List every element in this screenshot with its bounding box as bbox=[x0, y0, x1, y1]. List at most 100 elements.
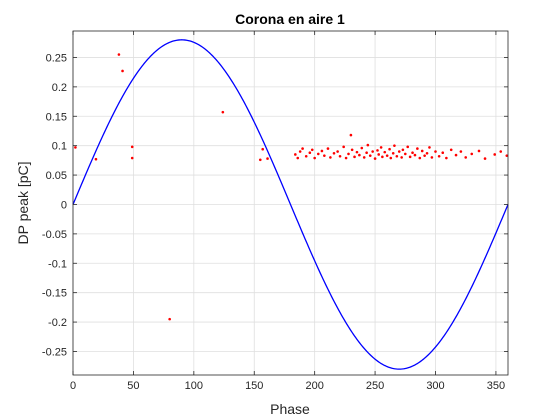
scatter-point bbox=[301, 147, 304, 150]
y-tick-label: 0.1 bbox=[52, 141, 67, 153]
scatter-point bbox=[332, 152, 336, 155]
scatter-point bbox=[441, 151, 445, 155]
y-tick-label: 0.25 bbox=[46, 52, 67, 64]
scatter-point bbox=[117, 53, 121, 56]
scatter-point bbox=[329, 156, 332, 159]
scatter-point bbox=[388, 147, 391, 151]
scatter-point bbox=[373, 157, 377, 160]
x-tick-label: 100 bbox=[185, 380, 203, 392]
scatter-point bbox=[323, 154, 326, 157]
scatter-point bbox=[400, 156, 403, 159]
scatter-point bbox=[74, 146, 77, 149]
scatter-point bbox=[362, 156, 366, 159]
scatter-point bbox=[395, 154, 399, 158]
plot-frame bbox=[72, 30, 509, 376]
scatter-point bbox=[437, 154, 441, 158]
scatter-point bbox=[294, 153, 297, 156]
x-tick-label: 200 bbox=[305, 380, 323, 392]
scatter-point bbox=[368, 154, 372, 157]
scatter-layer bbox=[74, 53, 509, 321]
scatter-point bbox=[428, 146, 431, 149]
scatter-point bbox=[420, 149, 424, 153]
scatter-point bbox=[313, 156, 316, 160]
scatter-point bbox=[403, 152, 407, 156]
chart-title: Corona en aire 1 bbox=[235, 11, 345, 27]
scatter-point bbox=[377, 153, 381, 156]
scatter-point bbox=[258, 158, 262, 162]
y-tick-label: 0.15 bbox=[46, 111, 67, 123]
scatter-point bbox=[393, 144, 396, 147]
scatter-point bbox=[483, 157, 487, 160]
scatter-point bbox=[408, 155, 412, 159]
y-tick-label: -0.15 bbox=[42, 288, 67, 300]
scatter-point bbox=[389, 156, 393, 160]
y-tick-label: -0.25 bbox=[42, 346, 67, 358]
y-tick-label: 0.05 bbox=[46, 170, 67, 182]
scatter-point bbox=[308, 151, 312, 155]
y-tick-label: 0.2 bbox=[52, 82, 67, 94]
x-tick-label: 150 bbox=[245, 380, 263, 392]
scatter-point bbox=[493, 153, 497, 156]
grid bbox=[72, 31, 508, 375]
scatter-point bbox=[464, 156, 468, 159]
y-tick-label: 0 bbox=[61, 199, 67, 211]
scatter-point bbox=[298, 150, 302, 153]
scatter-point bbox=[430, 156, 434, 159]
scatter-point bbox=[316, 152, 320, 156]
y-axis-label: DP peak [pC] bbox=[15, 161, 31, 244]
x-tick-label: 250 bbox=[366, 380, 384, 392]
scatter-point bbox=[344, 156, 348, 160]
scatter-point bbox=[168, 317, 171, 321]
scatter-point bbox=[349, 133, 353, 137]
scatter-point bbox=[266, 157, 269, 160]
scatter-point bbox=[365, 151, 368, 155]
scatter-point bbox=[499, 150, 503, 153]
scatter-point bbox=[353, 155, 356, 159]
scatter-point bbox=[413, 153, 417, 157]
scatter-point bbox=[338, 154, 342, 158]
scatter-point bbox=[296, 156, 300, 160]
scatter-point bbox=[406, 145, 410, 149]
scatter-point bbox=[336, 150, 339, 153]
scatter-point bbox=[320, 149, 324, 153]
scatter-point bbox=[401, 148, 405, 152]
reference-sine-line bbox=[72, 39, 509, 370]
scatter-point bbox=[366, 143, 370, 147]
scatter-point bbox=[434, 150, 437, 153]
scatter-point bbox=[326, 147, 330, 150]
scatter-point bbox=[121, 69, 124, 73]
scatter-point bbox=[381, 155, 384, 159]
scatter-point bbox=[397, 150, 401, 153]
scatter-point bbox=[445, 156, 448, 160]
scatter-point bbox=[423, 154, 426, 157]
scatter-point bbox=[470, 152, 474, 156]
x-tick-label: 0 bbox=[70, 380, 76, 392]
scatter-point bbox=[425, 152, 429, 155]
reference-curve-layer bbox=[72, 39, 509, 370]
y-tick-labels: -0.25 -0.2 -0.15 -0.1 -0.05 0 0.05 0.1 0.15 0.2 0.… bbox=[42, 52, 67, 358]
scatter-point bbox=[310, 148, 314, 152]
scatter-point bbox=[342, 145, 345, 149]
y-tick-label: -0.1 bbox=[48, 258, 67, 270]
scatter-point bbox=[130, 156, 134, 160]
scatter-point bbox=[360, 146, 364, 150]
scatter-point bbox=[130, 145, 134, 149]
y-tick-label: -0.05 bbox=[42, 229, 67, 241]
scatter-point bbox=[454, 153, 458, 157]
scatter-point bbox=[416, 147, 419, 150]
scatter-point bbox=[350, 148, 354, 152]
x-tick-label: 50 bbox=[127, 380, 139, 392]
x-tick-labels: 0 50 100 150 200 250 300 350 bbox=[70, 380, 505, 392]
scatter-point bbox=[347, 152, 350, 156]
scatter-point bbox=[355, 150, 359, 154]
scatter-point bbox=[449, 148, 453, 152]
scatter-point bbox=[477, 149, 481, 153]
scatter-point bbox=[376, 149, 379, 152]
x-axis-label: Phase bbox=[270, 401, 310, 417]
scatter-point bbox=[418, 156, 422, 160]
scatter-point bbox=[371, 150, 374, 153]
scatter-point bbox=[358, 153, 361, 157]
scatter-point bbox=[221, 110, 225, 114]
y-tick-label: -0.2 bbox=[48, 317, 67, 329]
